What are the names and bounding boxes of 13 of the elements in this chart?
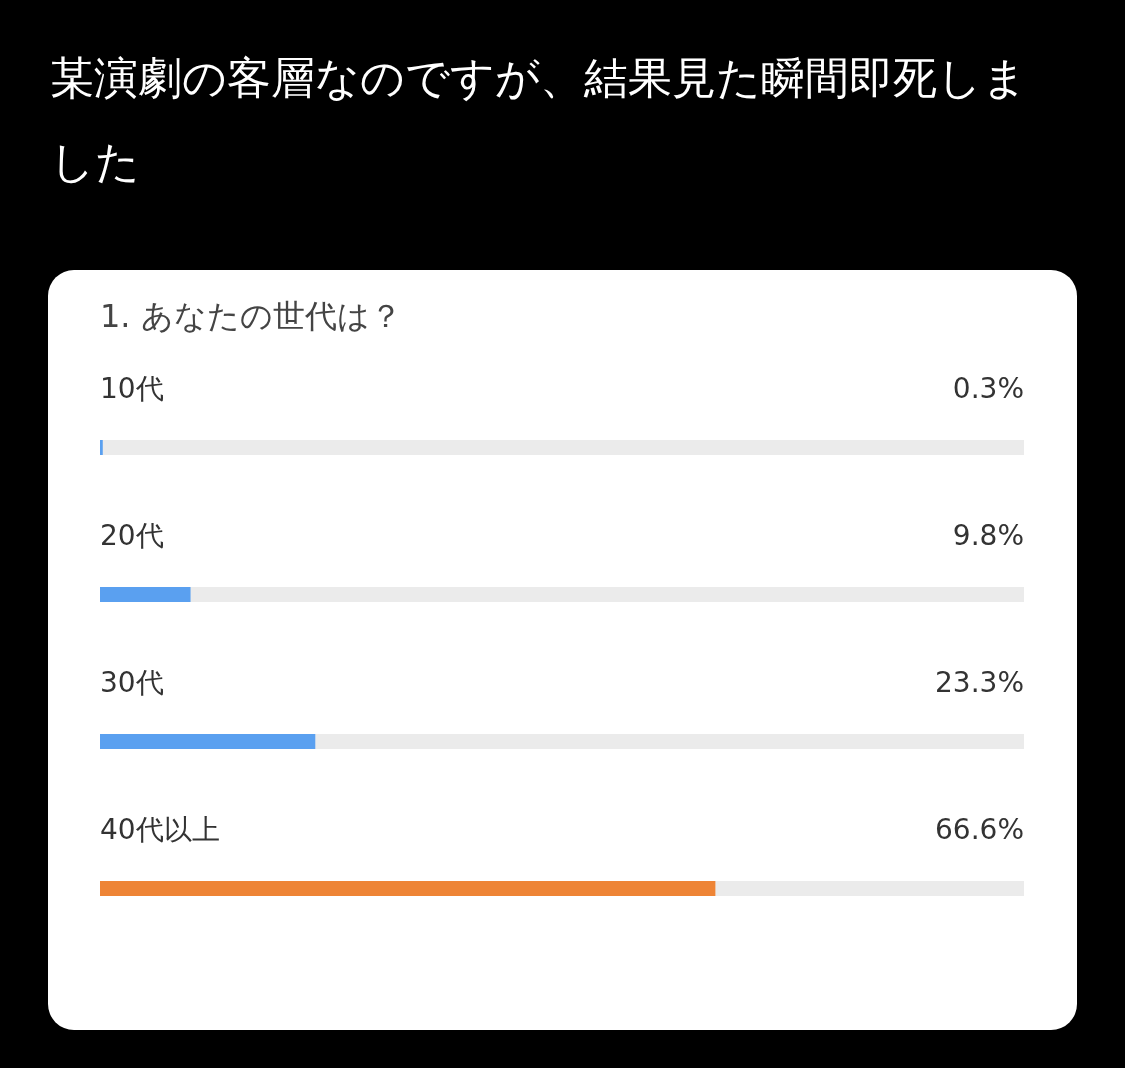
y-tick-label: 40代以上 bbox=[100, 812, 220, 846]
chart-subtitle: 1. あなたの世代は？ bbox=[100, 297, 402, 335]
data-label: 23.3% bbox=[935, 665, 1024, 699]
y-tick-label: 10代 bbox=[100, 371, 164, 405]
chart-title: 某演劇の客層なのですが、結果見た瞬間即死しました bbox=[49, 51, 1028, 189]
y-tick-label: 20代 bbox=[100, 518, 164, 552]
data-label: 9.8% bbox=[952, 518, 1024, 552]
y-tick-label: 30代 bbox=[100, 665, 164, 699]
bar bbox=[100, 440, 103, 455]
bar bbox=[100, 734, 316, 749]
data-label: 0.3% bbox=[952, 371, 1024, 405]
data-label: 66.6% bbox=[935, 812, 1024, 846]
bar bbox=[100, 587, 191, 602]
